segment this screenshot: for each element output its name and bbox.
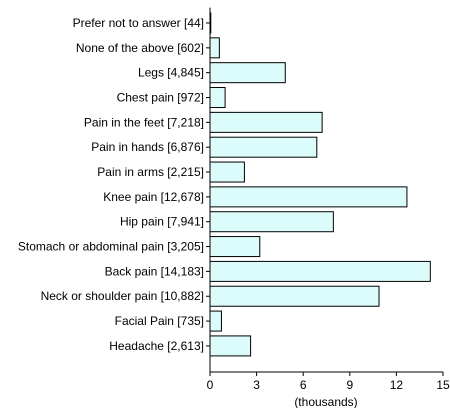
bar <box>209 310 222 332</box>
bar <box>209 260 431 282</box>
x-axis-title: (thousands) <box>294 395 357 408</box>
bar <box>209 285 380 307</box>
category-label: Hip pain [7,941] <box>120 215 204 229</box>
bar <box>209 335 252 357</box>
category-label: Pain in arms [2,215] <box>97 165 204 179</box>
x-tick-label: 15 <box>436 378 450 392</box>
category-labels-group: Prefer not to answer [44] None of the abo… <box>18 16 204 353</box>
x-tick-label: 6 <box>300 378 307 392</box>
category-label: Stomach or abdominal pain [3,205] <box>18 240 204 254</box>
bar <box>209 87 226 109</box>
bar <box>209 111 323 133</box>
category-label: Headache [2,613] <box>109 339 204 353</box>
category-label: Neck or shoulder pain [10,882] <box>41 289 204 303</box>
bar <box>209 62 286 84</box>
bar <box>209 211 334 233</box>
bar <box>209 161 245 183</box>
bars-group <box>209 12 431 357</box>
bar <box>209 236 261 258</box>
bar <box>209 37 220 59</box>
bar <box>209 186 408 208</box>
category-label: Knee pain [12,678] <box>103 190 204 204</box>
category-label: Back pain [14,183] <box>105 264 204 278</box>
x-tick-label: 3 <box>253 378 260 392</box>
category-label: Chest pain [972] <box>117 91 204 105</box>
category-label: Prefer not to answer [44] <box>73 16 204 30</box>
axes-group: 0 3 6 9 12 15 <box>206 7 450 392</box>
category-label: None of the above [602] <box>76 41 204 55</box>
category-label: Pain in hands [6,876] <box>91 140 204 154</box>
category-label: Facial Pain [735] <box>115 314 204 328</box>
bar <box>209 136 318 158</box>
category-label: Legs [4,845] <box>138 66 204 80</box>
x-tick-label: 9 <box>346 378 353 392</box>
category-label: Pain in the feet [7,218] <box>84 115 204 129</box>
x-tick-label: 12 <box>390 378 404 392</box>
x-tick-label: 0 <box>207 378 214 392</box>
